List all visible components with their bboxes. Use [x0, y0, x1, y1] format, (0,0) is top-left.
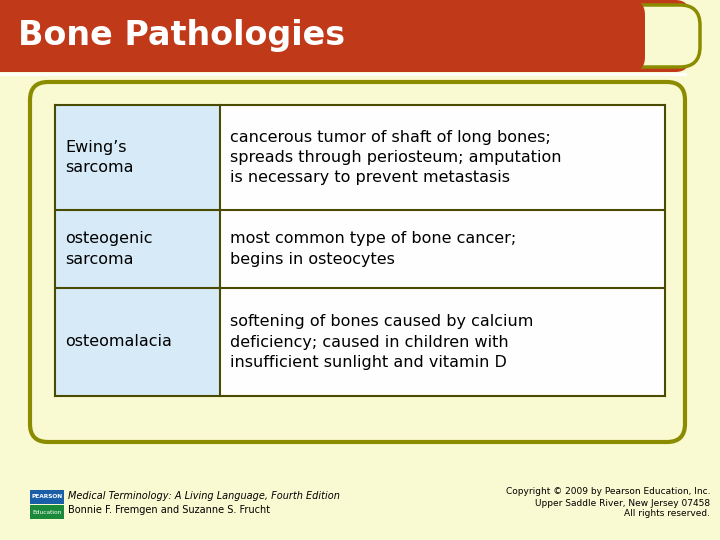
- Bar: [55, 210, 220, 288]
- Text: softening of bones caused by calcium
deficiency; caused in children with
insuffi: softening of bones caused by calcium def…: [230, 314, 534, 370]
- FancyBboxPatch shape: [0, 0, 690, 72]
- Text: Upper Saddle River, New Jersey 07458: Upper Saddle River, New Jersey 07458: [535, 498, 710, 508]
- Text: Bone Pathologies: Bone Pathologies: [18, 19, 345, 52]
- FancyBboxPatch shape: [30, 82, 685, 442]
- Text: most common type of bone cancer;
begins in osteocytes: most common type of bone cancer; begins …: [230, 231, 516, 267]
- Bar: [0, 0, 30, 72]
- Bar: [220, 210, 665, 288]
- FancyBboxPatch shape: [0, 0, 645, 72]
- Bar: [220, 105, 665, 210]
- Bar: [55, 288, 220, 396]
- Text: All rights reserved.: All rights reserved.: [624, 510, 710, 518]
- Text: Ewing’s
sarcoma: Ewing’s sarcoma: [65, 140, 133, 175]
- Bar: [30, 490, 64, 504]
- Text: osteogenic
sarcoma: osteogenic sarcoma: [65, 231, 153, 267]
- Text: PEARSON: PEARSON: [32, 495, 63, 500]
- FancyBboxPatch shape: [620, 5, 700, 67]
- Bar: [55, 105, 220, 210]
- Text: cancerous tumor of shaft of long bones;
spreads through periosteum; amputation
i: cancerous tumor of shaft of long bones; …: [230, 130, 562, 185]
- Text: Bonnie F. Fremgen and Suzanne S. Frucht: Bonnie F. Fremgen and Suzanne S. Frucht: [68, 505, 270, 515]
- Bar: [30, 505, 64, 519]
- Text: Copyright © 2009 by Pearson Education, Inc.: Copyright © 2009 by Pearson Education, I…: [505, 488, 710, 496]
- Text: Medical Terminology: A Living Language, Fourth Edition: Medical Terminology: A Living Language, …: [68, 491, 340, 501]
- Text: osteomalacia: osteomalacia: [65, 334, 172, 349]
- Bar: [220, 288, 665, 396]
- Text: Education: Education: [32, 510, 62, 515]
